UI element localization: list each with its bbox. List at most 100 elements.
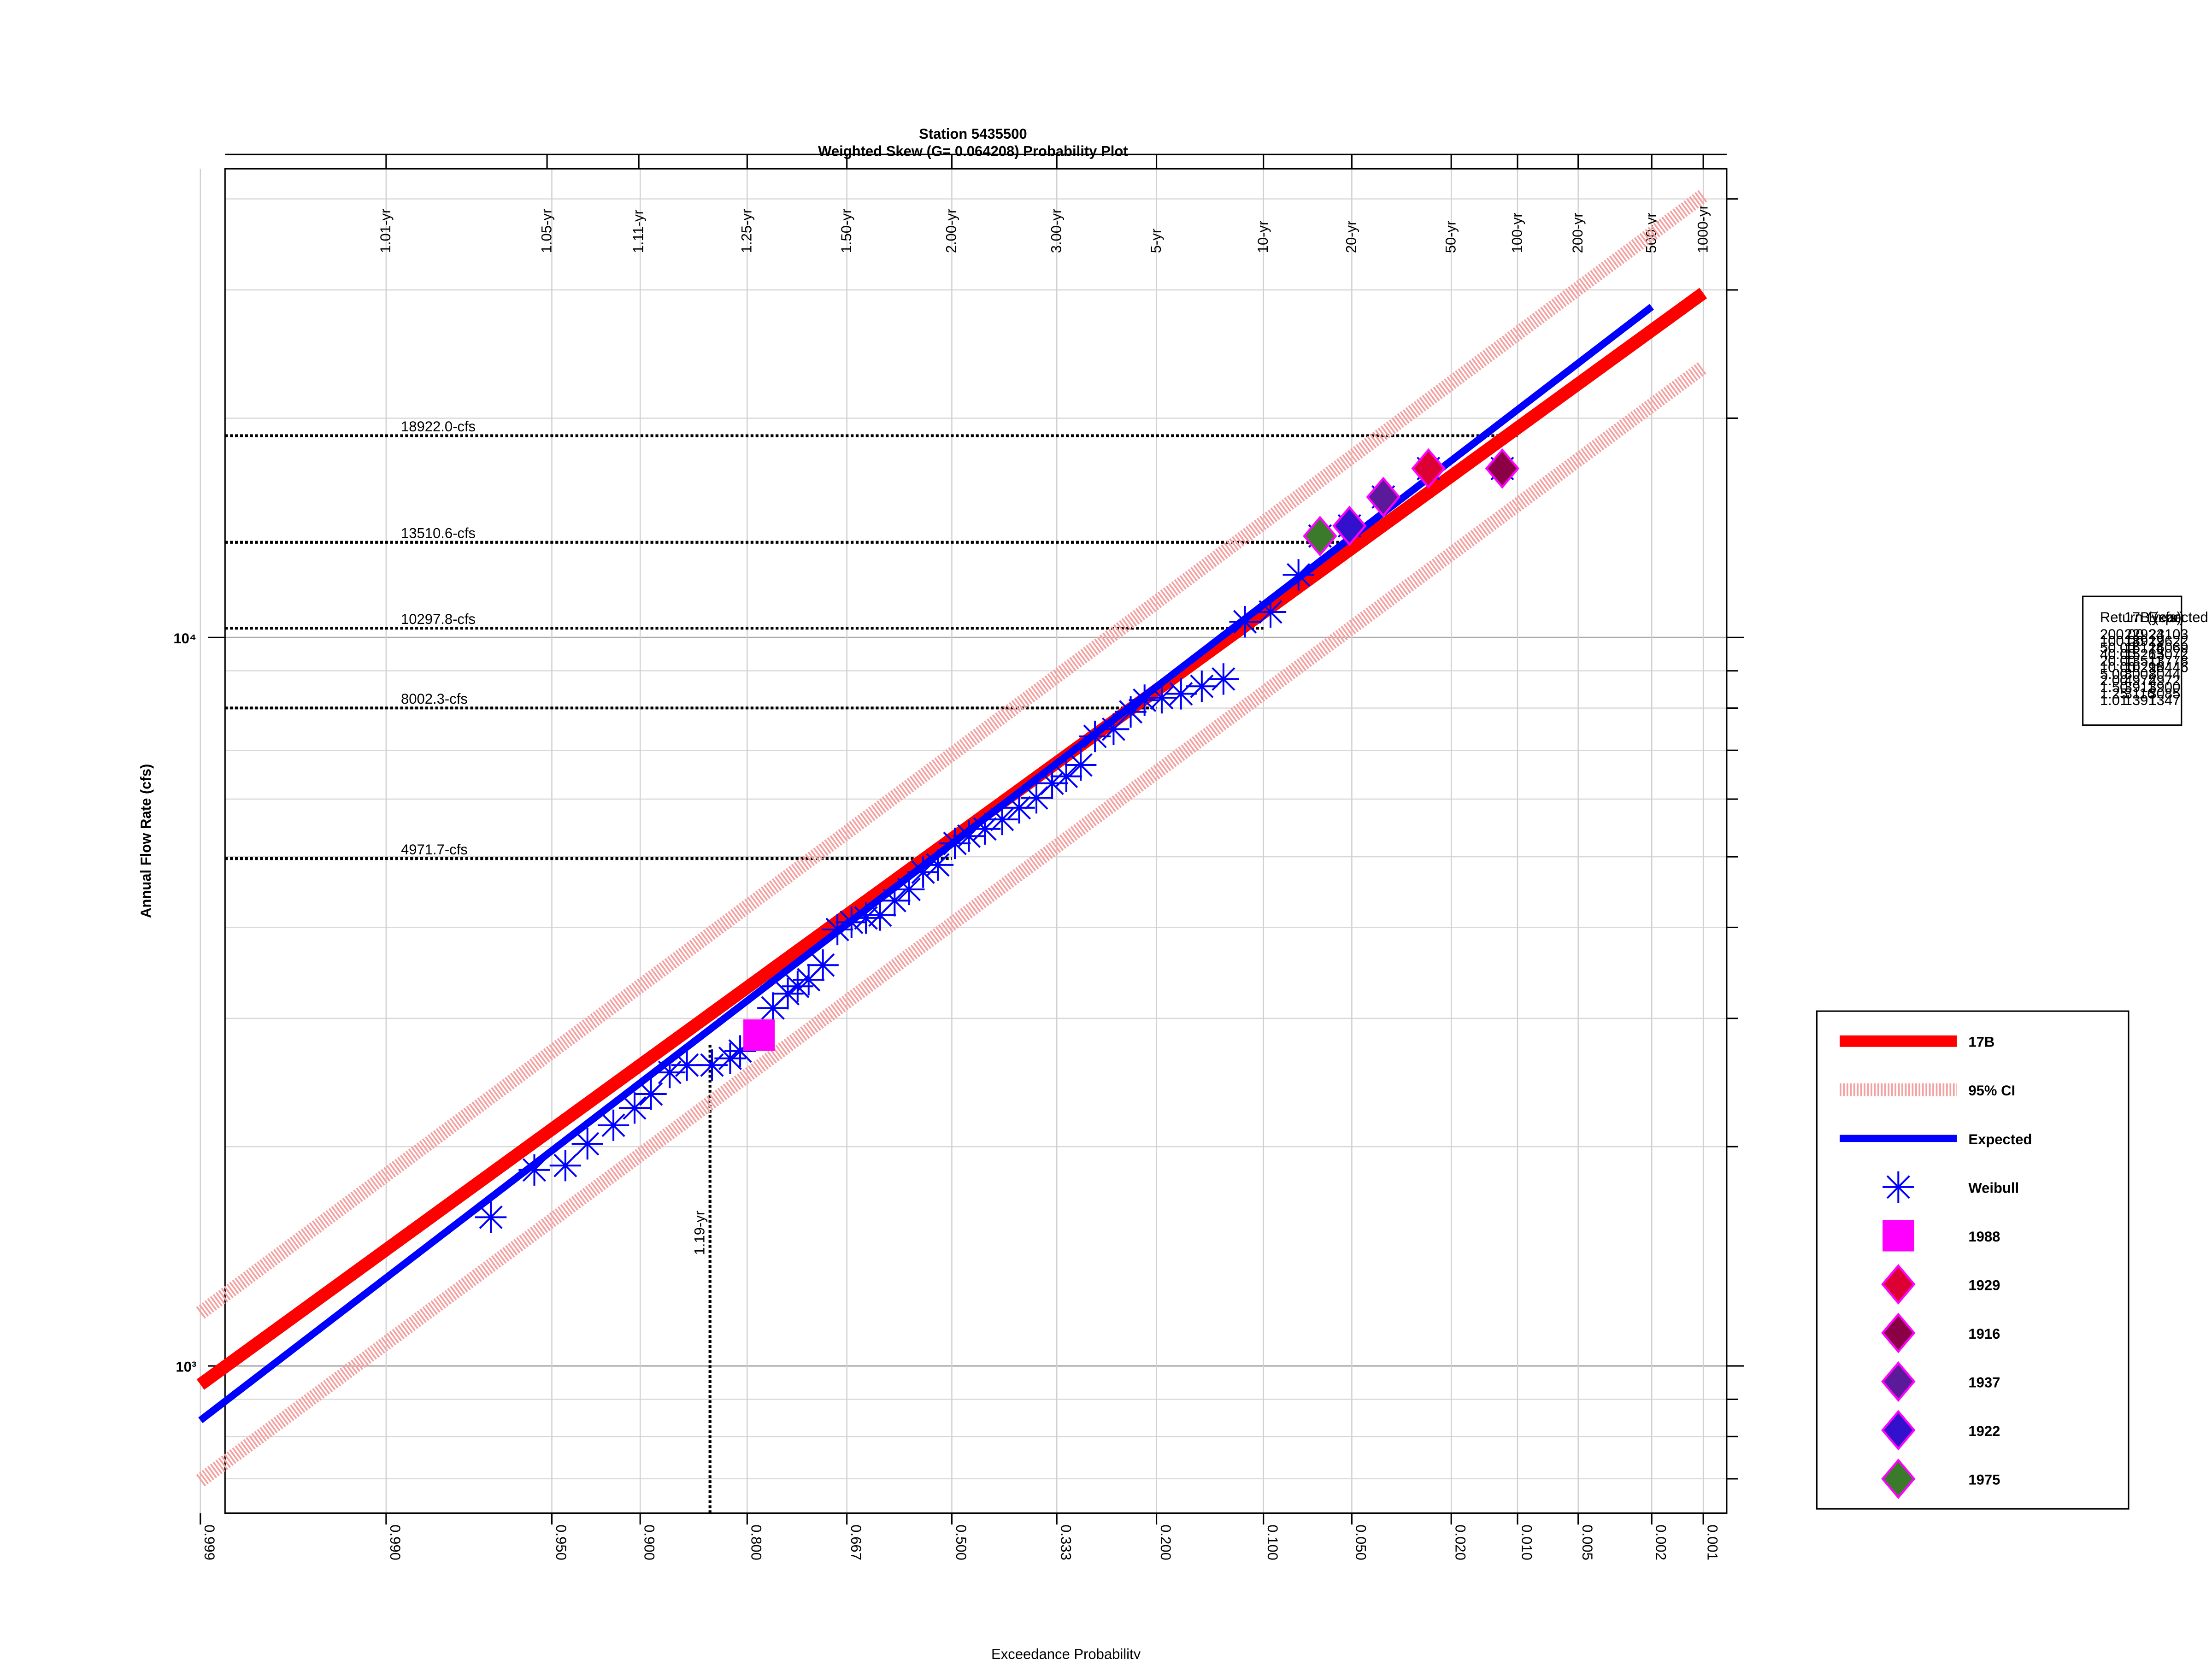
weibull-point [757,992,789,1024]
chart-title: Station 5435500 [919,126,1027,142]
table-header: Return (year) [2100,609,2184,625]
square-point [743,1019,775,1051]
legend-label: 1975 [1968,1471,2000,1488]
x-tick-label: 0.050 [1353,1524,1369,1560]
weibull-point [772,978,804,1010]
table-cell: 8002 [2124,666,2156,682]
table-cell: 100.00 [2100,633,2144,649]
weibull-point [879,885,911,917]
chart-subtitle: Weighted Skew (G= 0.064208) Probability … [818,143,1128,159]
weibull-point [922,849,954,881]
x2-tick-label: 1.01-yr [377,209,394,253]
weibull-point [782,971,813,1002]
table-cell: 1.25 [2100,686,2128,702]
legend-label: 1916 [1968,1326,2000,1342]
weibull-point [475,1201,507,1233]
weibull-point [850,902,882,934]
x-tick-label: 0.010 [1518,1524,1535,1560]
weibull-point [1229,606,1261,638]
series-line [196,361,1708,1487]
table-cell: 10298 [2124,659,2164,676]
table-cell: 40.00 [2100,646,2136,662]
weibull-point [1282,559,1314,591]
weibull-point [1186,671,1218,702]
x-axis-label: Exceedance Probability [991,1646,1141,1659]
weibull-point [571,1128,603,1160]
reference-label: 4971.7-cfs [401,841,468,858]
table-cell: 5.00 [2100,666,2128,682]
weibull-point [893,873,925,906]
legend-label: 17B [1968,1034,1994,1050]
series-line [198,304,1654,1424]
weibull-point [1020,782,1053,814]
legend-swatch [1881,1459,1916,1499]
x-tick-label: 0.001 [1704,1524,1720,1560]
table-cell: 2.00 [2100,672,2128,688]
table-cell: 1391 [2124,692,2156,708]
x-tick-label: 0.002 [1653,1524,1669,1560]
diamond-point [1303,516,1337,557]
x2-tick-label: 1.05-yr [538,209,554,253]
weibull-point [939,828,971,859]
table-cell: 10446 [2148,659,2188,676]
x2-tick-label: 10-yr [1255,221,1271,253]
x-tick-label: 0.950 [553,1524,569,1560]
legend-swatch [1881,1312,1916,1353]
table-cell: 3911 [2124,679,2155,695]
weibull-point [1098,713,1130,745]
table-cell: 15263 [2124,646,2164,662]
table-cell: 4972 [2148,672,2180,688]
weibull-point [835,906,867,938]
table-header: Expected (cfs) [2148,609,2212,625]
weibull-point [518,1154,550,1186]
weibull-point [696,1049,728,1081]
x-tick-label: 0.500 [953,1524,969,1560]
weibull-point [793,964,824,996]
x2-tick-label: 50-yr [1442,221,1459,253]
stats-box [2082,595,2183,726]
weibull-point [1146,682,1178,714]
weibull-point [1050,760,1082,792]
weibull-point [597,1109,629,1141]
diamond-point [1485,448,1520,489]
weibull-point [671,1049,703,1081]
x2-tick-label: 1000-yr [1694,205,1711,253]
weibull-point [986,803,1018,835]
reference-label: 8002.3-cfs [401,691,468,707]
legend-swatch [1881,1361,1916,1402]
x2-tick-label: 3.00-yr [1048,209,1065,253]
weibull-point [907,856,939,888]
weibull-point [1003,792,1035,824]
table-cell: 1.50 [2100,679,2128,695]
weibull-point [549,1150,581,1182]
x-tick-label: 0.005 [1579,1524,1595,1560]
weibull-point [1065,749,1097,781]
y-tick-label: 10³ [176,1359,196,1375]
legend-swatch [1881,1410,1916,1451]
weibull-point [724,1035,756,1067]
y-tick-label: 10⁴ [173,630,196,647]
table-cell: 18922 [2124,633,2164,649]
weibull-point [654,1056,686,1088]
legend-swatch [1883,1220,1914,1252]
x-tick-label: 0.333 [1058,1524,1074,1560]
plot-frame [224,168,1728,1514]
x-tick-label: 0.999 [201,1524,218,1560]
weibull-point [1036,767,1068,799]
weibull-point [864,899,896,931]
diamond-point [1366,477,1400,518]
y-axis-label: Annual Flow Rate (cfs) [138,764,154,918]
x-tick-label: 0.990 [387,1524,403,1560]
x-tick-label: 0.800 [748,1524,765,1560]
table-cell: 23103 [2148,626,2188,642]
table-cell: 16124 [2124,640,2164,656]
x2-tick-label: 1.25-yr [739,209,755,253]
weibull-point [969,813,1001,845]
table-cell: 4972 [2124,672,2156,688]
weibull-point [618,1092,651,1124]
weibull-point [1115,696,1147,728]
x-tick-label: 0.200 [1158,1524,1174,1560]
weibull-point [1129,684,1160,716]
